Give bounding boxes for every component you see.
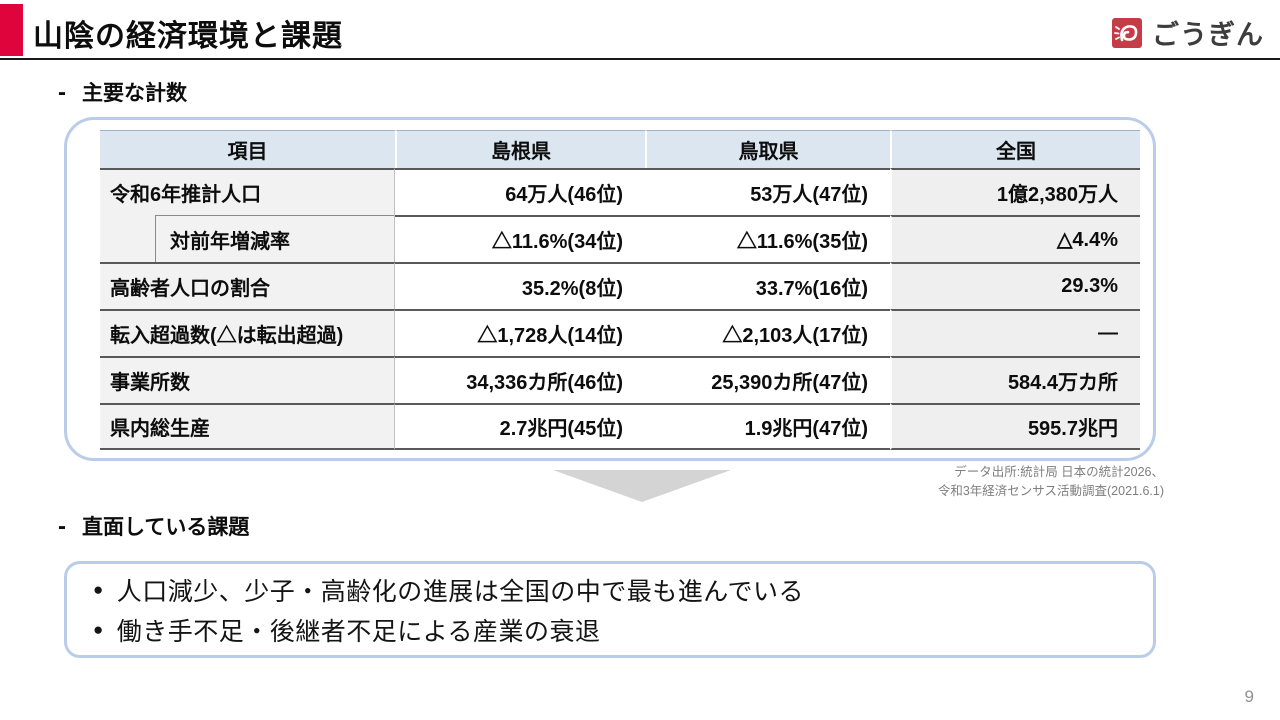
cell-shimane: 2.7兆円(45位) [395, 403, 645, 450]
table-row: 転入超過数(△は転出超過) △1,728人(14位) △2,103人(17位) … [100, 309, 1140, 356]
row-label: 事業所数 [100, 356, 395, 403]
column-header-national: 全国 [890, 130, 1140, 168]
key-figures-heading-label: 主要な計数 [82, 82, 187, 105]
cell-shimane: 64万人(46位) [395, 168, 645, 215]
page-title: 山陰の経済環境と課題 [33, 20, 343, 53]
title-accent-bar [0, 4, 23, 56]
cell-tottori: 1.9兆円(47位) [645, 403, 890, 450]
cell-national: 1億2,380万人 [890, 168, 1140, 215]
title-bar: 山陰の経済環境と課題 ごうぎん [0, 0, 1280, 60]
cell-shimane: △1,728人(14位) [395, 309, 645, 356]
page-number: 9 [1244, 687, 1254, 706]
challenges-panel: ● 人口減少、少子・高齢化の進展は全国の中で最も進んでいる ● 働き手不足・後継… [64, 561, 1156, 658]
down-arrow-icon [553, 470, 731, 502]
challenge-item: ● 働き手不足・後継者不足による産業の衰退 [93, 612, 1153, 648]
section-heading-challenges: - 直面している課題 [58, 511, 249, 541]
bullet-icon: ● [93, 619, 104, 639]
heading-dash: - [58, 79, 66, 106]
challenge-text: 働き手不足・後継者不足による産業の衰退 [116, 617, 601, 646]
column-header-item: 項目 [100, 130, 395, 168]
section-heading-key-figures: - 主要な計数 [58, 77, 187, 107]
cell-shimane: 35.2%(8位) [395, 262, 645, 309]
cell-national: 584.4万カ所 [890, 356, 1140, 403]
row-indent-spacer [100, 215, 155, 262]
row-label: 令和6年推計人口 [100, 168, 395, 215]
table-header-row: 項目 島根県 鳥取県 全国 [100, 130, 1140, 168]
column-header-tottori: 鳥取県 [645, 130, 890, 168]
data-source-line1: データ出所:統計局 日本の統計2026、 [954, 465, 1164, 479]
heading-dash: - [58, 513, 66, 540]
cell-tottori: 53万人(47位) [645, 168, 890, 215]
bank-logo-text: ごうぎん [1152, 20, 1264, 50]
challenges-heading-label: 直面している課題 [82, 516, 250, 539]
row-label: 対前年増減率 [155, 215, 394, 262]
cell-tottori: 25,390カ所(47位) [645, 356, 890, 403]
bullet-icon: ● [93, 579, 104, 599]
cell-national: 29.3% [890, 262, 1140, 309]
column-header-shimane: 島根県 [395, 130, 645, 168]
row-label-indented: 対前年増減率 [100, 215, 395, 262]
data-source-note: データ出所:統計局 日本の統計2026、 令和3年経済センサス活動調査(2021… [938, 463, 1164, 502]
table-row: 事業所数 34,336カ所(46位) 25,390カ所(47位) 584.4万カ… [100, 356, 1140, 403]
bank-logo: ごうぎん [1111, 13, 1264, 52]
table-row-sub: 対前年増減率 △11.6%(34位) △11.6%(35位) △4.4% [100, 215, 1140, 262]
cell-tottori: △2,103人(17位) [645, 309, 890, 356]
cell-national: △4.4% [890, 215, 1140, 262]
row-label: 転入超過数(△は転出超過) [100, 309, 395, 356]
row-label: 県内総生産 [100, 403, 395, 450]
cell-shimane: △11.6%(34位) [395, 215, 645, 262]
data-source-line2: 令和3年経済センサス活動調査(2021.6.1) [937, 484, 1164, 499]
cell-tottori: △11.6%(35位) [645, 215, 890, 262]
challenge-text: 人口減少、少子・高齢化の進展は全国の中で最も進んでいる [116, 577, 805, 606]
table-row: 県内総生産 2.7兆円(45位) 1.9兆円(47位) 595.7兆円 [100, 403, 1140, 450]
cell-national: 595.7兆円 [890, 403, 1140, 450]
cell-tottori: 33.7%(16位) [645, 262, 890, 309]
table-row: 高齢者人口の割合 35.2%(8位) 33.7%(16位) 29.3% [100, 262, 1140, 309]
row-label: 高齢者人口の割合 [100, 262, 395, 309]
key-figures-panel: 項目 島根県 鳥取県 全国 令和6年推計人口 64万人(46位) 53万人(47… [64, 117, 1156, 461]
table-row: 令和6年推計人口 64万人(46位) 53万人(47位) 1億2,380万人 [100, 168, 1140, 215]
key-figures-table: 項目 島根県 鳥取県 全国 令和6年推計人口 64万人(46位) 53万人(47… [100, 130, 1140, 450]
cell-shimane: 34,336カ所(46位) [395, 356, 645, 403]
cell-national: ― [890, 309, 1140, 356]
challenge-item: ● 人口減少、少子・高齢化の進展は全国の中で最も進んでいる [93, 572, 1153, 608]
gogin-logo-icon [1111, 17, 1143, 49]
